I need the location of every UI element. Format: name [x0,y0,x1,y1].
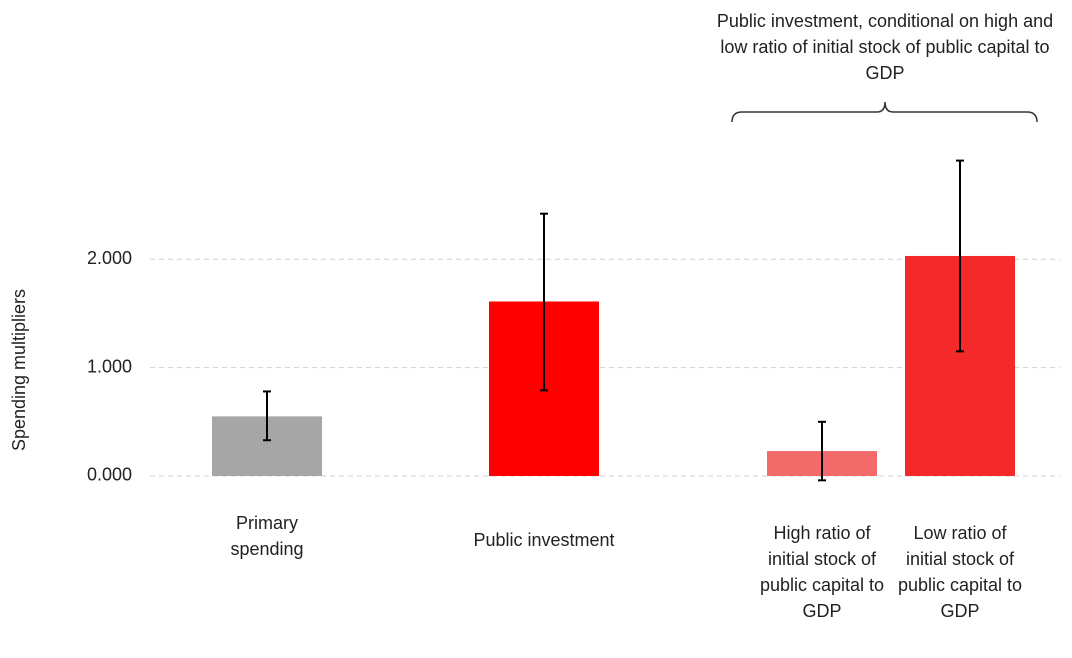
bracket [731,101,1038,123]
y-tick-label: 1.000 [87,356,132,376]
x-tick-label: Primary spending [230,513,304,559]
y-tick-label: 2.000 [87,248,132,268]
annotation: Public investment, conditional on high a… [716,11,1054,83]
y-tick-label: 0.000 [87,465,132,485]
x-tick-label: Low ratio of initial stock of public cap… [897,523,1023,621]
x-tick-label: Public investment [473,530,615,550]
x-tick-label: High ratio of initial stock of public ca… [759,523,885,621]
y-axis-title: Spending multipliers [9,289,29,451]
